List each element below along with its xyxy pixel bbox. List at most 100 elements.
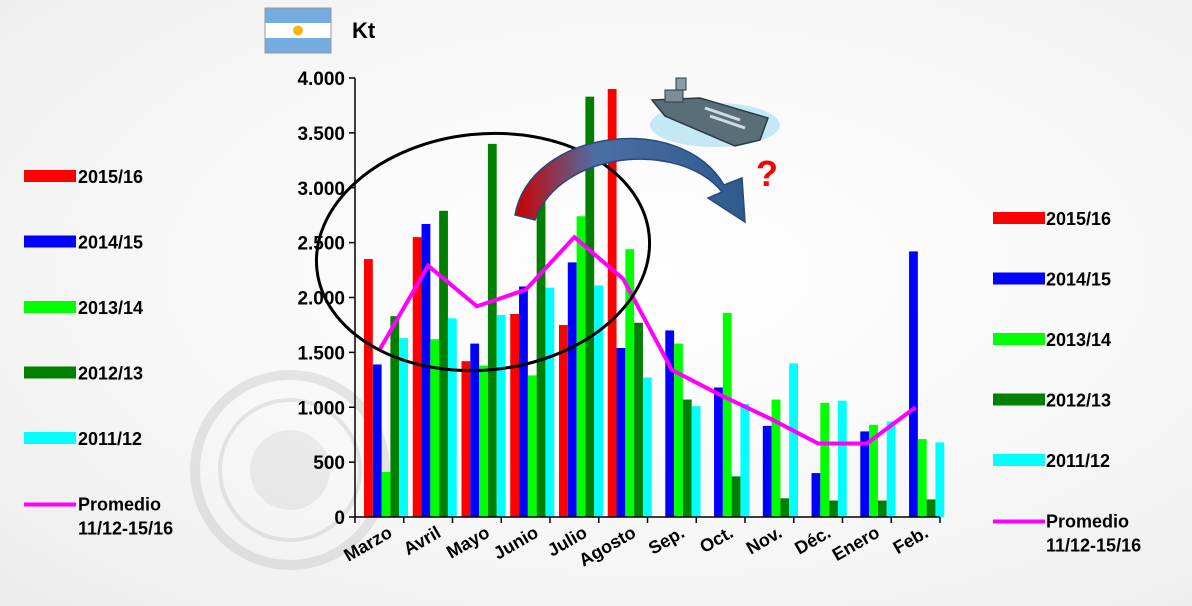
- bar: [364, 259, 373, 517]
- bar: [607, 88, 617, 517]
- legend-label: 2014/15: [1046, 270, 1111, 290]
- bar: [860, 431, 870, 517]
- legend-swatch: [24, 301, 76, 313]
- bar: [820, 402, 830, 517]
- legend-swatch: [24, 170, 76, 182]
- bar: [691, 406, 701, 517]
- legend-label: 2012/13: [78, 364, 143, 384]
- bar: [625, 249, 635, 517]
- legend-label: 2012/13: [1046, 391, 1111, 411]
- bar: [519, 286, 528, 517]
- y-tick-label: 1.500: [297, 343, 345, 364]
- legend-swatch: [993, 272, 1045, 285]
- bar: [682, 399, 692, 517]
- legend-swatch: [993, 333, 1045, 345]
- legend-label: Promedio: [78, 495, 161, 515]
- legend-label: Promedio: [1046, 512, 1129, 532]
- legend-label: 2013/14: [1046, 330, 1111, 350]
- bars-layer: [364, 88, 945, 518]
- bar: [412, 237, 422, 517]
- bar: [789, 363, 798, 517]
- bar: [771, 399, 781, 517]
- x-tick-label: Sep.: [645, 522, 688, 558]
- bar: [536, 183, 546, 518]
- bar: [439, 210, 448, 518]
- legend-swatch: [993, 393, 1045, 406]
- watermark-seal: [190, 370, 390, 570]
- bar: [837, 400, 847, 517]
- y-tick-label: 2.000: [297, 289, 345, 310]
- x-tick-label: Mayo: [443, 522, 493, 562]
- y-axis-ticks: 0 500 1.000 1.500 2.000 2.500 3.000 3.500 4.000: [297, 69, 355, 529]
- legend-swatch: [24, 235, 76, 248]
- bar: [576, 216, 586, 517]
- argentina-flag-icon: [264, 7, 332, 54]
- bar: [381, 472, 391, 517]
- x-tick-label: Oct.: [696, 522, 736, 557]
- bar: [731, 476, 741, 517]
- bar: [886, 421, 896, 517]
- bar: [935, 442, 945, 517]
- y-tick-label: 3.500: [297, 124, 345, 145]
- bar: [421, 223, 431, 517]
- average-line: [377, 234, 917, 446]
- bar: [909, 251, 918, 517]
- y-tick-label: 500: [313, 453, 345, 474]
- y-tick-label: 4.000: [297, 69, 345, 90]
- legend-right: 2015/16 2014/15 2013/14 2012/13 2011/12 Prome…: [993, 209, 1141, 556]
- legend-label: 2015/16: [1046, 209, 1111, 229]
- bar: [487, 143, 497, 517]
- bar: [559, 324, 568, 517]
- x-tick-label: Nov.: [743, 522, 786, 558]
- legend-left: 2015/16 2014/15 2013/14 2012/13 2011/12 Prome…: [24, 167, 173, 539]
- legend-label: 2011/12: [1046, 451, 1110, 471]
- question-mark: ?: [756, 153, 778, 194]
- bar: [479, 365, 488, 517]
- x-tick-label: Enero: [829, 522, 883, 565]
- x-tick-label: Feb.: [890, 522, 932, 558]
- bar: [470, 343, 480, 517]
- bar: [447, 318, 457, 517]
- bar: [430, 339, 440, 517]
- highlight-ellipse: [314, 131, 652, 373]
- x-tick-label: Déc.: [791, 522, 834, 558]
- bar: [496, 315, 506, 517]
- bar: [674, 343, 683, 517]
- bar: [585, 96, 595, 517]
- bar: [877, 500, 887, 517]
- y-tick-label: 3.000: [297, 179, 345, 200]
- unit-label: Kt: [352, 18, 376, 43]
- legend-swatch: [24, 366, 76, 379]
- bar: [390, 316, 400, 517]
- bar: [811, 473, 821, 517]
- legend-label: 11/12-15/16: [1046, 536, 1141, 556]
- bar: [567, 262, 577, 517]
- bar: [399, 338, 408, 517]
- x-tick-label: Agosto: [575, 522, 639, 570]
- legend-swatch: [993, 454, 1045, 466]
- bar: [762, 425, 772, 517]
- x-tick-label: Junio: [490, 522, 542, 563]
- y-tick-label: 2.500: [297, 234, 345, 255]
- bar: [714, 387, 723, 517]
- legend-label: 2013/14: [78, 298, 143, 318]
- bar: [722, 312, 732, 517]
- bar: [372, 364, 382, 517]
- bar: [917, 439, 927, 517]
- ship-icon: [650, 77, 780, 147]
- legend-label: 11/12-15/16: [78, 519, 173, 539]
- bar: [461, 361, 471, 517]
- bar: [594, 285, 603, 517]
- x-tick-label: Avril: [400, 522, 444, 559]
- y-tick-label: 0: [334, 508, 345, 529]
- legend-label: 2015/16: [78, 167, 143, 187]
- bar: [616, 347, 626, 517]
- curved-arrow-icon: [514, 137, 746, 224]
- bar: [869, 424, 878, 517]
- bar: [926, 499, 936, 517]
- bar: [829, 500, 838, 517]
- legend-swatch: [24, 432, 76, 444]
- y-tick-label: 1.000: [297, 398, 345, 419]
